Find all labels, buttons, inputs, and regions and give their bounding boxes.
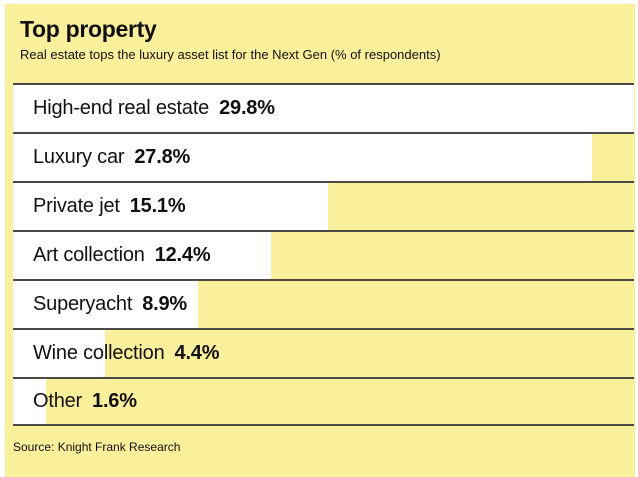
bar-fill [13, 379, 47, 424]
bar-value: 12.4% [154, 244, 211, 266]
chart-title: Top property [20, 16, 157, 42]
bar-value: 29.8% [219, 97, 275, 119]
bar-label: Private jet [33, 195, 120, 217]
bar-value: 8.9% [142, 293, 187, 315]
bar-row: Wine collection 4.4% [13, 328, 634, 377]
bar-label: Wine collection [33, 342, 165, 364]
bar-fill [13, 232, 272, 279]
bar-row: Luxury car 27.8% [13, 132, 634, 181]
bar-row: Art collection 12.4% [13, 230, 634, 279]
bar-label: Art collection [33, 244, 145, 266]
bar-value: 27.8% [134, 146, 191, 168]
bar-label: Luxury car [33, 146, 125, 168]
bar-fill [13, 134, 593, 181]
bar-label: Other [33, 390, 83, 412]
bar-label: High-end real estate [33, 97, 210, 119]
bar-chart: High-end real estate 29.8% Luxury car 27.8%… [13, 83, 634, 426]
bar-text: Art collection 12.4% [13, 232, 634, 279]
bar-row: Superyacht 8.9% [13, 279, 634, 328]
bar-fill [13, 330, 105, 377]
chart-subtitle: Real estate tops the luxury asset list f… [20, 47, 441, 62]
bar-text: Superyacht 8.9% [13, 281, 634, 328]
bar-fill [13, 183, 328, 230]
bar-text: Private jet 15.1% [13, 183, 634, 230]
bar-value: 1.6% [92, 390, 137, 412]
bar-value: 15.1% [129, 195, 186, 217]
bar-text: Wine collection 4.4% [13, 330, 634, 377]
bar-row: Private jet 15.1% [13, 181, 634, 230]
source-note: Source: Knight Frank Research [13, 440, 181, 454]
bar-fill [13, 85, 634, 132]
bar-value: 4.4% [174, 342, 220, 364]
bar-text: Other 1.6% [13, 379, 634, 424]
bar-label: Superyacht [33, 293, 133, 315]
bar-fill [13, 281, 199, 328]
chart-header: Top property Real estate tops the luxury… [5, 4, 635, 63]
bar-text: High-end real estate 29.8% [13, 85, 634, 132]
chart-panel: Top property Real estate tops the luxury… [5, 4, 635, 477]
bar-text: Luxury car 27.8% [13, 134, 634, 181]
bar-row: High-end real estate 29.8% [13, 83, 634, 132]
bar-row: Other 1.6% [13, 377, 634, 426]
